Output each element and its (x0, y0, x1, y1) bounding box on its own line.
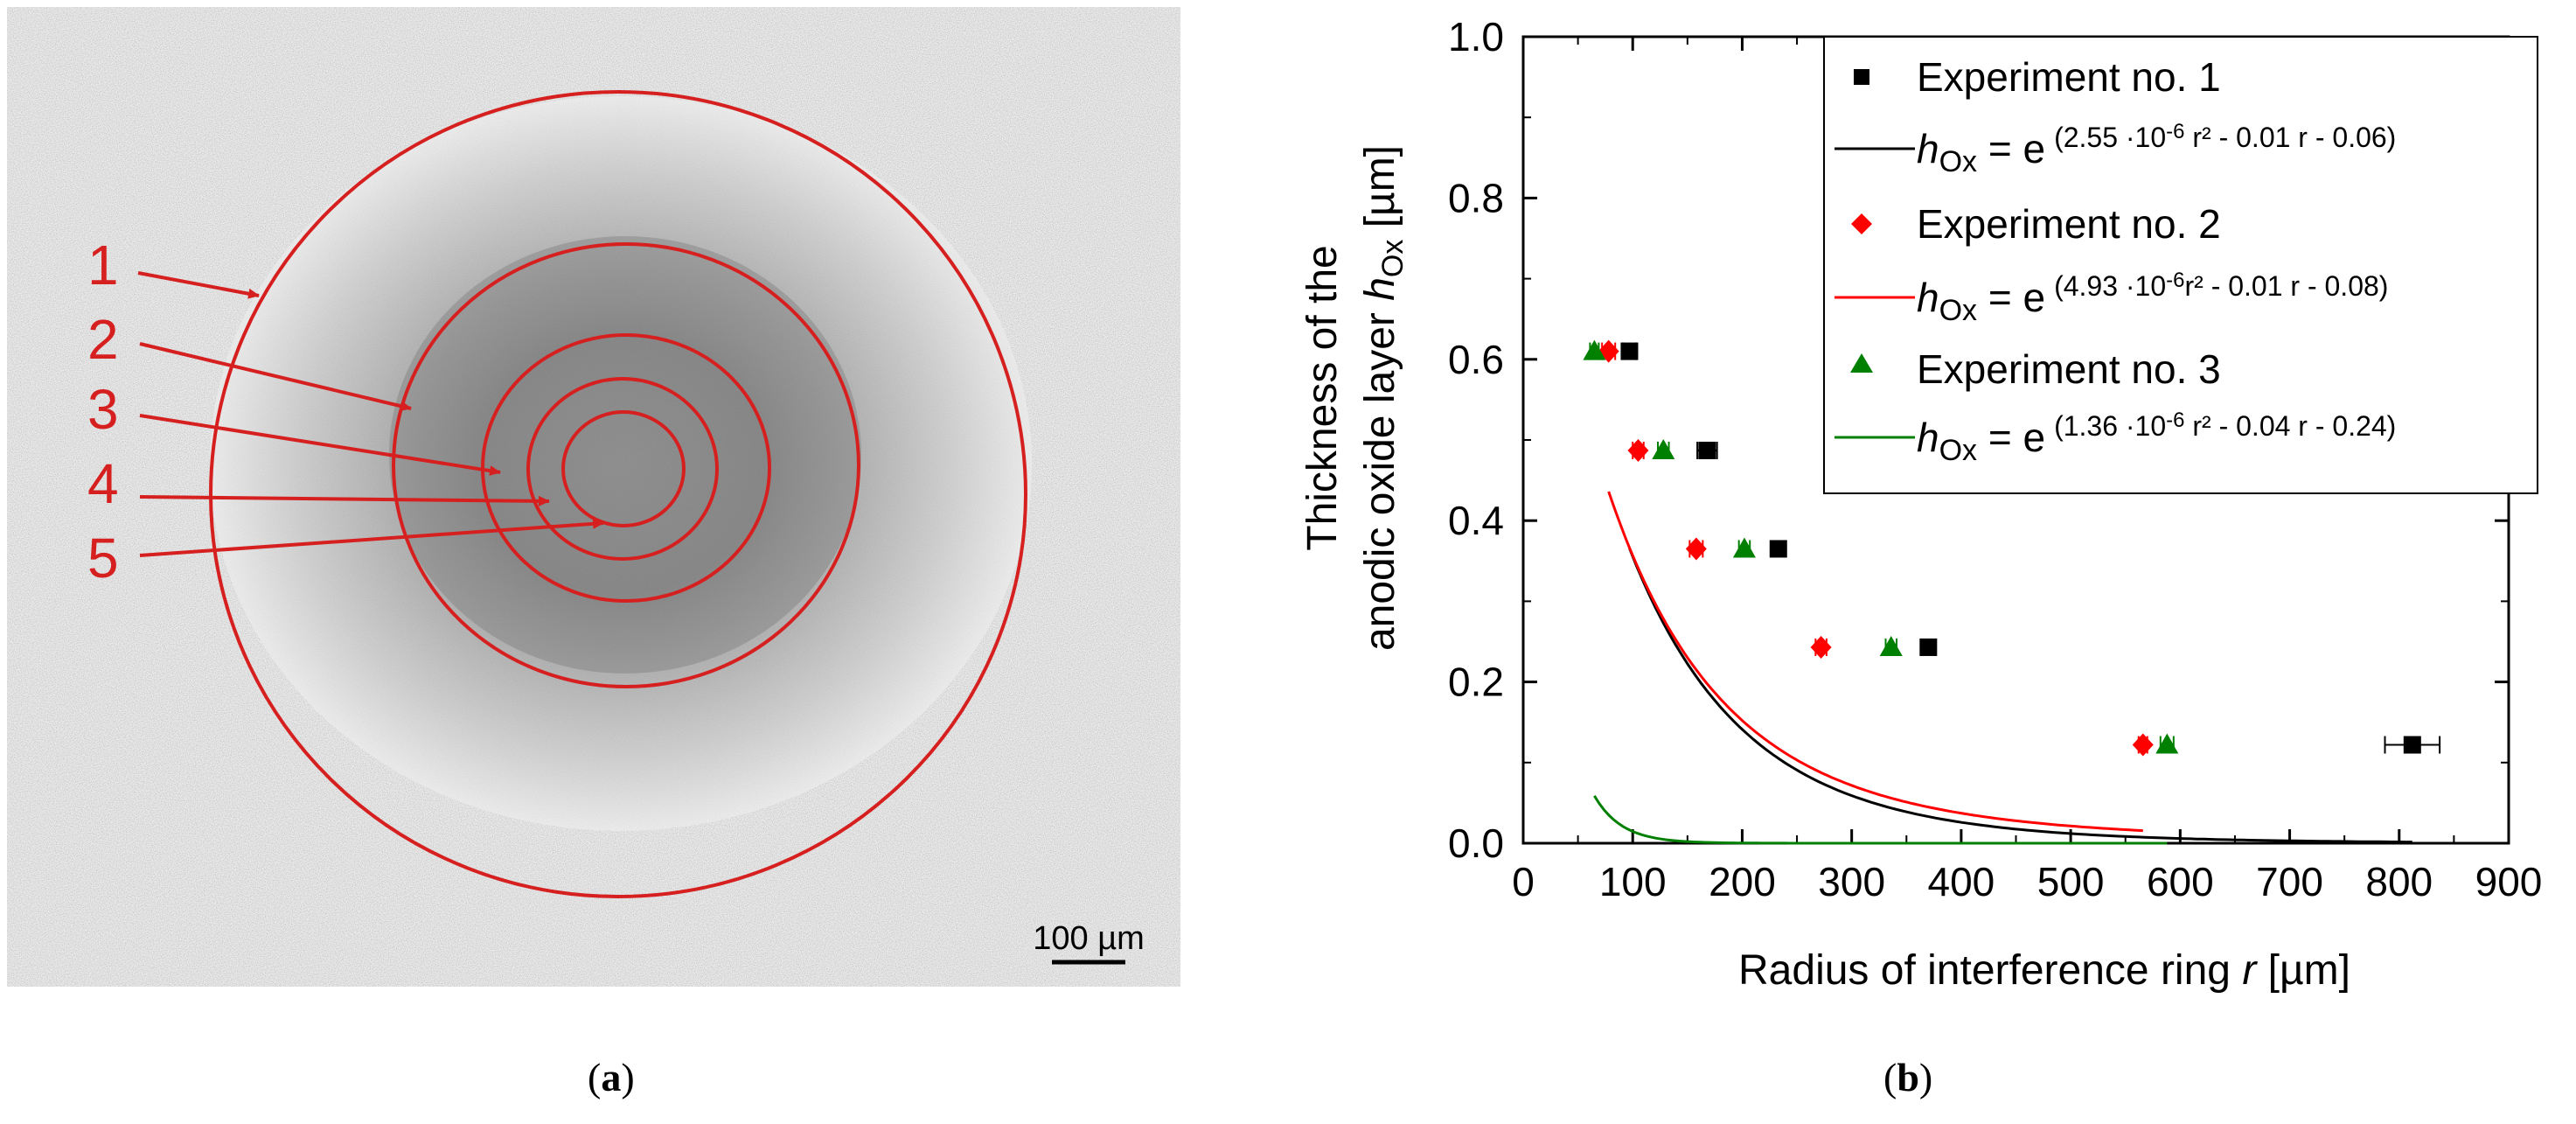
data-point-exp2 (2132, 733, 2154, 757)
arrow-2 (139, 342, 412, 412)
data-point-exp3 (1583, 339, 1606, 360)
arrow-1 (137, 271, 260, 299)
x-tick-label: 900 (2475, 859, 2543, 904)
legend-box (1823, 36, 2538, 494)
data-point-exp3 (1732, 537, 1756, 558)
data-point-exp1 (1698, 441, 1716, 459)
y-axis-title-line2: anodic oxide layer hOx [µm] (1357, 145, 1410, 651)
x-tick-label: 300 (1818, 859, 1885, 904)
legend-marker-exp2 (1851, 213, 1872, 234)
scale-bar-label: 100 µm (1033, 920, 1145, 957)
ring-label-4: 4 (87, 452, 119, 515)
legend-label-exp1: Experiment no. 1 (1917, 54, 2221, 100)
arrow-4 (139, 495, 550, 506)
data-point-exp3 (2155, 733, 2179, 754)
y-axis-title-line1: Thickness of the (1299, 245, 1346, 551)
ring-label-5: 5 (87, 527, 119, 590)
y-tick-label: 0.8 (1448, 175, 1504, 220)
fit-curve-1 (1628, 548, 2412, 844)
x-tick-label: 400 (1928, 859, 1995, 904)
fit-curves (1593, 491, 2412, 845)
y-axis-title: Thickness of the anodic oxide layer hOx … (1299, 145, 1410, 651)
caption-a: (a) (588, 1055, 635, 1100)
caption-b: (b) (1883, 1055, 1933, 1100)
chart-svg: Thickness of the anodic oxide layer hOx … (1299, 14, 2542, 994)
x-tick-label: 800 (2365, 859, 2433, 904)
data-point-exp2 (1810, 635, 1832, 659)
ring-arrows (137, 271, 604, 557)
y-tick-label: 1.0 (1448, 14, 1504, 59)
x-tick-label: 500 (2037, 859, 2105, 904)
x-tick-label: 600 (2147, 859, 2214, 904)
interference-rings (209, 90, 1027, 898)
legend-label-fit1: hOx = e (2.55 ·10-6 r² - 0.01 r - 0.06) (1917, 120, 2396, 178)
specimen-dark-band (389, 236, 861, 674)
legend-label-exp2: Experiment no. 2 (1917, 201, 2221, 247)
y-tick-label: 0.0 (1448, 820, 1504, 866)
fit-curve-3 (1593, 794, 2168, 845)
legend-marker-exp1 (1854, 69, 1869, 85)
legend-marker-exp3 (1850, 353, 1873, 373)
data-point-exp3 (1652, 438, 1675, 459)
data-point-exp1 (1620, 342, 1639, 360)
data-point-exp2 (1627, 438, 1649, 462)
ring-5 (561, 410, 686, 527)
specimen-spot (210, 96, 1032, 831)
data-points (1583, 339, 2441, 757)
x-tick-label: 0 (1512, 859, 1535, 904)
data-point-exp1 (1919, 638, 1938, 656)
x-tick-label: 100 (1599, 859, 1667, 904)
arrow-5 (139, 518, 604, 557)
data-point-exp2 (1685, 537, 1707, 561)
data-point-exp3 (1879, 635, 1903, 656)
panel-b-chart: Thickness of the anodic oxide layer hOx … (1259, 0, 2576, 1032)
legend-label-fit3: hOx = e (1.36 ·10-6 r² - 0.04 r - 0.24) (1917, 408, 2396, 467)
y-tick-label: 0.2 (1448, 660, 1504, 705)
x-tick-label: 200 (1709, 859, 1776, 904)
micrograph-svg: 1 2 3 4 5 100 µm (7, 7, 1180, 987)
ring-2 (392, 242, 860, 688)
x-tick-label: 700 (2256, 859, 2323, 904)
y-tick-label: 0.4 (1448, 498, 1504, 543)
plot-axes: 0 100 200 300 400 500 600 700 800 900 0.0 0.2 0.4 0.6… (1448, 14, 2542, 904)
legend: Experiment no. 1 hOx = e (2.55 ·10-6 r² -… (1823, 36, 2538, 494)
ring-label-2: 2 (87, 308, 119, 371)
legend-label-exp3: Experiment no. 3 (1917, 346, 2221, 392)
legend-label-fit2: hOx = e (4.93 ·10-6r² - 0.01 r - 0.08) (1917, 269, 2388, 327)
ring-labels: 1 2 3 4 5 (87, 234, 119, 590)
ring-label-1: 1 (87, 234, 119, 297)
data-point-exp1 (1769, 540, 1787, 558)
y-tick-label: 0.6 (1448, 337, 1504, 382)
data-point-exp1 (2403, 736, 2421, 754)
panel-a-micrograph: 1 2 3 4 5 100 µm (0, 0, 1224, 1032)
ring-1 (209, 90, 1027, 898)
ring-label-3: 3 (87, 378, 119, 441)
x-axis-title: Radius of interference ring r [µm] (1738, 947, 2350, 994)
ring-4 (526, 377, 719, 561)
fit-curve-2 (1607, 491, 2143, 833)
arrow-3 (139, 414, 501, 477)
